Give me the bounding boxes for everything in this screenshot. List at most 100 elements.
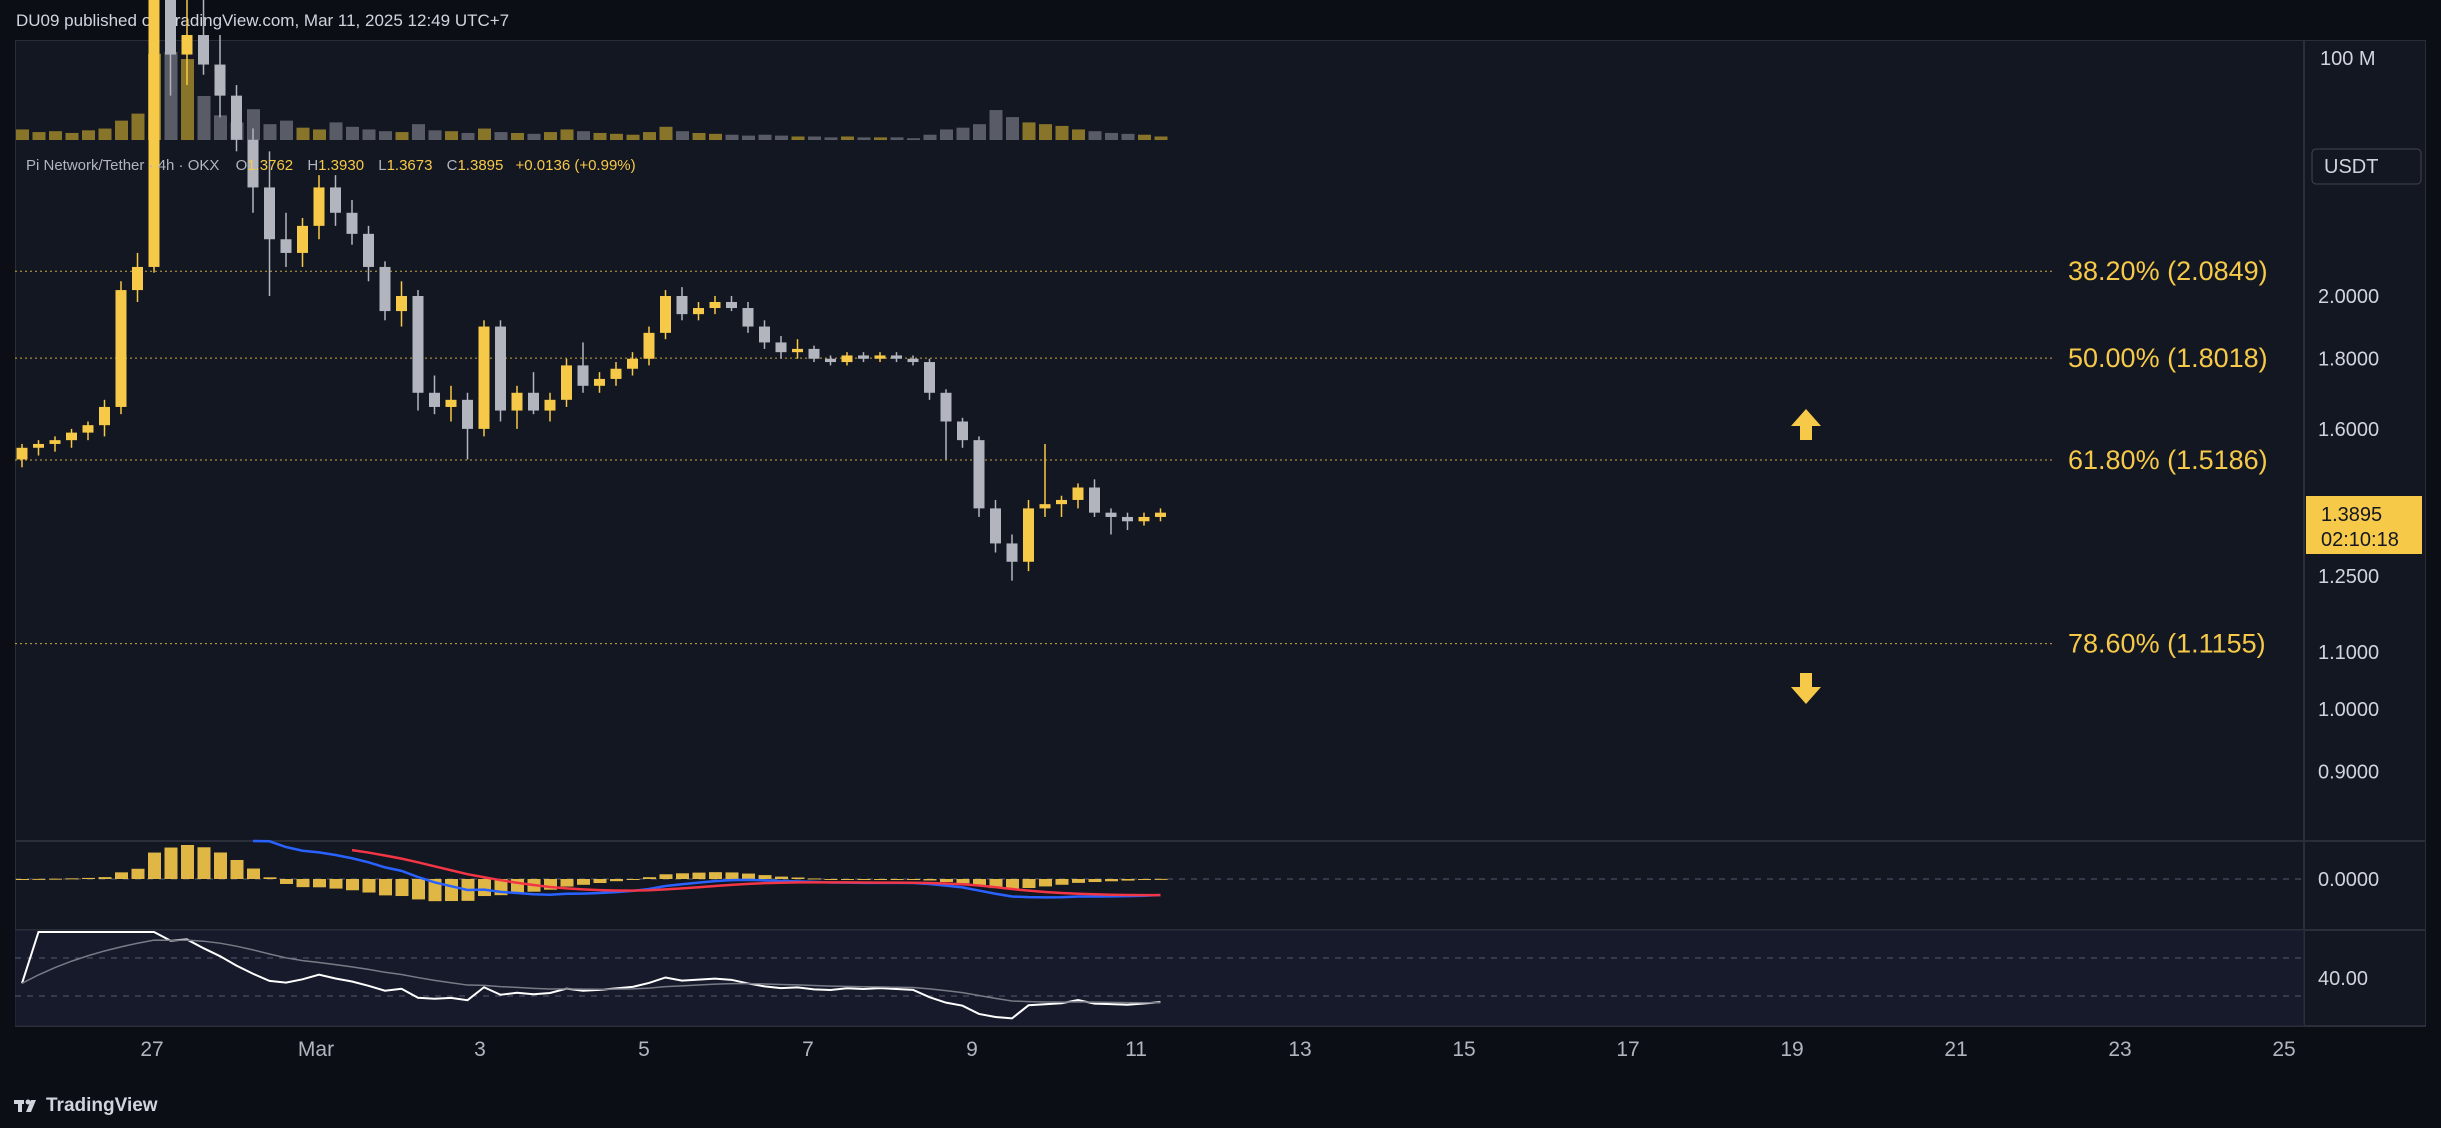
chart-svg[interactable]: 38.20% (2.0849) 50.00% (1.8018) 61.80% (1.… bbox=[0, 0, 2441, 1085]
legend-close-label: C bbox=[447, 157, 458, 174]
macd-histogram-bar bbox=[32, 878, 46, 880]
macd-histogram-bar bbox=[313, 879, 326, 888]
candle-body bbox=[363, 233, 374, 267]
publisher-line: DU09 published on TradingView.com, Mar 1… bbox=[16, 11, 510, 30]
macd-histogram-bar bbox=[758, 875, 772, 879]
candle bbox=[544, 392, 556, 422]
candle bbox=[874, 352, 886, 363]
time-tick-5: 9 bbox=[966, 1038, 978, 1061]
candle bbox=[198, 0, 209, 75]
candle-body bbox=[313, 187, 325, 226]
time-tick-8: 15 bbox=[1452, 1038, 1475, 1061]
candle-body bbox=[445, 399, 457, 407]
macd-histogram-bar bbox=[247, 868, 260, 879]
macd-histogram-bar bbox=[1039, 879, 1052, 887]
macd-histogram-bar bbox=[923, 879, 937, 881]
candle bbox=[1138, 512, 1150, 526]
candle bbox=[561, 358, 572, 407]
time-tick-2: 3 bbox=[474, 1038, 486, 1061]
price-tick-6: 0.9000 bbox=[2318, 761, 2379, 783]
macd-histogram-bar bbox=[742, 873, 755, 879]
candle-body bbox=[412, 296, 424, 393]
candle bbox=[181, 0, 193, 86]
macd-histogram-bar bbox=[775, 876, 788, 879]
macd-histogram-bar bbox=[65, 878, 79, 880]
volume-bar bbox=[280, 120, 293, 140]
macd-histogram-bar bbox=[709, 872, 722, 879]
candle-body bbox=[627, 358, 638, 369]
volume-bar bbox=[428, 130, 442, 140]
tradingview-logo-icon bbox=[14, 1099, 36, 1112]
volume-bar bbox=[544, 132, 557, 140]
last-price: 1.3895 bbox=[2321, 504, 2382, 526]
last-price-tag: 1.3895 02:10:18 bbox=[2306, 496, 2422, 554]
currency-box[interactable] bbox=[2311, 148, 2422, 185]
candle bbox=[577, 342, 589, 393]
volume-bar bbox=[923, 134, 937, 140]
volume-bar bbox=[626, 134, 640, 140]
candle bbox=[462, 392, 473, 460]
volume-bar bbox=[164, 52, 178, 140]
candle-body bbox=[841, 355, 853, 363]
volume-bar bbox=[775, 135, 788, 140]
candle-body bbox=[891, 355, 902, 359]
macd-histogram-bar bbox=[808, 878, 821, 880]
candle bbox=[1023, 499, 1034, 572]
volume-bar bbox=[478, 128, 491, 140]
candle-body bbox=[544, 399, 556, 411]
volume-bar bbox=[1154, 136, 1168, 140]
macd-histogram-bar bbox=[1006, 879, 1019, 890]
macd-histogram-bar bbox=[610, 879, 623, 882]
volume-bar bbox=[263, 124, 277, 140]
volume-bar bbox=[676, 131, 689, 140]
macd-histogram-bar bbox=[544, 879, 557, 890]
volume-bar bbox=[181, 59, 194, 140]
price-tick-0: 2.0000 bbox=[2318, 286, 2379, 308]
legend-open-label: O bbox=[236, 157, 248, 174]
macd-histogram-bar bbox=[1055, 879, 1069, 885]
price-ticks: 2.0000 1.8000 1.6000 1.2500 1.1000 1.0000 0.90… bbox=[2318, 286, 2379, 783]
volume-bar bbox=[115, 120, 128, 140]
candle bbox=[841, 352, 853, 366]
macd-histogram-bar bbox=[841, 879, 854, 880]
candle-body bbox=[396, 296, 407, 312]
macd-histogram-bar bbox=[560, 879, 574, 887]
fib-label-3: 78.60% (1.1155) bbox=[2068, 629, 2266, 659]
candle-body bbox=[16, 447, 28, 460]
macd-histogram-bar bbox=[98, 877, 112, 879]
candle-body bbox=[693, 308, 704, 315]
volume-bar bbox=[494, 132, 508, 140]
volume-bar bbox=[808, 136, 821, 140]
macd-histogram-bar bbox=[626, 879, 640, 880]
volume-bar bbox=[511, 132, 524, 140]
fib-label-0: 38.20% (2.0849) bbox=[2068, 256, 2268, 286]
volume-bar bbox=[131, 113, 145, 140]
macd-histogram-bar bbox=[989, 879, 1003, 889]
candle-body bbox=[462, 399, 473, 429]
candle bbox=[907, 355, 919, 366]
candle-body bbox=[346, 212, 358, 234]
volume-bar bbox=[82, 130, 95, 140]
macd-histogram-bar bbox=[1072, 879, 1085, 883]
candle-body bbox=[247, 139, 259, 188]
tradingview-logo[interactable]: TradingView bbox=[14, 1095, 158, 1117]
time-tick-0: 27 bbox=[140, 1038, 163, 1061]
macd-histogram-bar bbox=[1154, 878, 1168, 880]
price-tick-3: 1.2500 bbox=[2318, 566, 2379, 588]
macd-histogram-bar bbox=[659, 874, 673, 879]
macd-histogram-bar bbox=[214, 852, 227, 879]
candle-body bbox=[214, 64, 226, 96]
candle-body bbox=[495, 326, 506, 411]
time-tick-1: Mar bbox=[298, 1038, 334, 1061]
volume-bar bbox=[1055, 125, 1069, 140]
volume-bar bbox=[1121, 133, 1135, 140]
tradingview-brand: TradingView bbox=[46, 1095, 158, 1116]
volume-bar bbox=[956, 127, 970, 140]
candle bbox=[363, 225, 374, 282]
volume-bar bbox=[940, 129, 953, 140]
candle bbox=[792, 339, 803, 359]
volume-bar bbox=[527, 133, 541, 140]
volume-bar bbox=[659, 126, 673, 140]
candle bbox=[1039, 443, 1051, 517]
macd-histogram-bar bbox=[874, 879, 887, 880]
